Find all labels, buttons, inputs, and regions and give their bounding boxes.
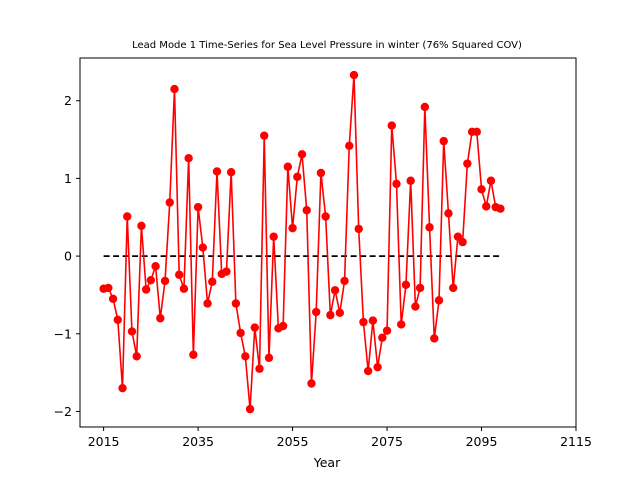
data-point xyxy=(165,198,174,207)
data-point xyxy=(212,167,222,176)
data-point xyxy=(236,328,245,338)
data-point xyxy=(260,131,269,140)
chart-title: Lead Mode 1 Time-Series for Sea Level Pr… xyxy=(132,40,522,51)
series-line xyxy=(103,74,501,410)
data-point xyxy=(113,315,122,324)
data-point xyxy=(104,283,113,293)
data-point xyxy=(241,352,250,361)
data-point xyxy=(397,320,406,329)
data-point xyxy=(359,317,368,327)
data-point xyxy=(458,237,467,247)
y-tick-label: −1 xyxy=(54,326,72,341)
data-point xyxy=(141,285,151,294)
data-point xyxy=(307,379,316,388)
data-point xyxy=(198,243,208,252)
y-tick-label: 2 xyxy=(64,93,72,108)
y-tick-label: −2 xyxy=(54,404,72,419)
data-point xyxy=(250,323,259,332)
x-tick-label: 2115 xyxy=(560,434,592,449)
data-point xyxy=(382,326,392,335)
data-point xyxy=(463,159,472,168)
data-point xyxy=(401,280,411,290)
data-point xyxy=(486,176,496,185)
data-point xyxy=(354,224,363,234)
data-point xyxy=(430,334,439,343)
data-point xyxy=(425,223,434,232)
data-point xyxy=(316,168,326,178)
plot-area xyxy=(99,70,505,414)
data-point xyxy=(373,362,382,372)
data-point xyxy=(363,366,373,376)
data-point xyxy=(302,206,311,215)
data-point xyxy=(255,364,264,373)
x-tick-label: 2015 xyxy=(88,434,120,449)
data-point xyxy=(444,209,453,218)
data-point xyxy=(349,70,359,80)
x-tick-label: 2055 xyxy=(277,434,309,449)
data-point xyxy=(146,275,156,285)
data-point xyxy=(132,352,141,361)
data-point xyxy=(345,141,354,150)
data-point xyxy=(179,284,189,293)
data-point xyxy=(189,350,198,359)
data-point xyxy=(420,102,430,112)
data-point xyxy=(118,383,127,393)
data-point xyxy=(226,167,236,177)
data-point xyxy=(392,179,401,189)
data-point xyxy=(137,221,146,230)
data-point xyxy=(222,267,231,276)
data-point xyxy=(321,212,330,221)
data-point xyxy=(411,302,420,311)
data-point xyxy=(283,162,293,171)
data-point xyxy=(156,314,165,323)
data-point xyxy=(340,276,349,286)
y-tick-label: 0 xyxy=(64,249,72,264)
data-point xyxy=(151,261,160,271)
data-point xyxy=(326,310,335,320)
data-point xyxy=(127,327,137,336)
x-tick-label: 2095 xyxy=(466,434,498,449)
data-point xyxy=(184,154,193,163)
x-tick-label: 2075 xyxy=(371,434,403,449)
data-point xyxy=(378,333,387,342)
data-point xyxy=(245,404,255,414)
data-point xyxy=(170,84,179,94)
data-point xyxy=(434,296,444,305)
data-point xyxy=(193,202,203,212)
data-point xyxy=(231,299,241,308)
data-point xyxy=(278,321,288,331)
data-point xyxy=(406,176,415,185)
data-point xyxy=(496,204,505,213)
data-point xyxy=(439,136,448,146)
data-point xyxy=(477,185,486,194)
data-point xyxy=(387,121,396,130)
data-point xyxy=(108,294,118,304)
data-point xyxy=(448,283,458,293)
data-point xyxy=(415,283,425,293)
data-point xyxy=(160,276,170,286)
data-point xyxy=(368,316,378,325)
x-axis-label: Year xyxy=(313,455,341,470)
data-point xyxy=(311,307,321,317)
data-point xyxy=(453,232,463,241)
x-tick-label: 2035 xyxy=(182,434,214,449)
data-point xyxy=(208,277,217,286)
data-point xyxy=(335,308,345,318)
data-point xyxy=(175,270,184,279)
data-point xyxy=(472,127,481,136)
data-point xyxy=(293,172,302,182)
data-point xyxy=(297,150,307,159)
data-point xyxy=(264,353,274,363)
y-tick-label: 1 xyxy=(64,171,72,186)
data-point xyxy=(288,223,297,233)
data-point xyxy=(203,299,212,308)
data-point xyxy=(482,202,491,211)
plot-frame xyxy=(79,57,577,428)
data-point xyxy=(123,212,132,221)
axes: 2015 2035 2055 2075 2095 2115 −2 −1 0 1 2 xyxy=(54,57,592,449)
data-point xyxy=(269,232,278,241)
data-point xyxy=(330,286,340,295)
